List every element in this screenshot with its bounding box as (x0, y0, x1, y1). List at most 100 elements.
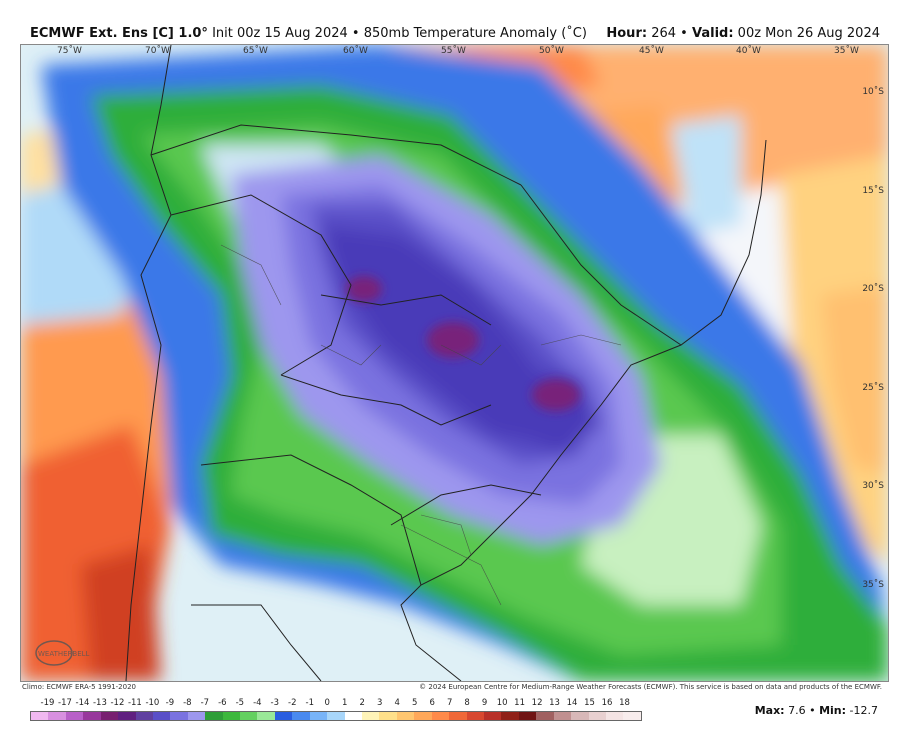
scale-tick-label: 12 (531, 698, 543, 708)
scale-tick-label: 8 (464, 698, 470, 708)
hour-value: 264 (651, 26, 677, 41)
scale-tick-label: 5 (411, 698, 418, 708)
scale-tick-label: 16 (601, 698, 613, 708)
header: ECMWF Ext. Ens [C] 1.0° Init 00z 15 Aug … (0, 0, 908, 44)
scale-tick-label: 7 (446, 698, 453, 708)
scale-tick-label: -3 (270, 698, 280, 708)
scale-swatch (536, 712, 554, 720)
scale-swatch (449, 712, 467, 720)
header-separator: • (351, 26, 360, 41)
max-min-stats: Max: 7.6 • Min: -12.7 (755, 704, 878, 717)
scale-tick-label: -10 (145, 698, 160, 708)
valid-separator: • (680, 26, 688, 41)
longitude-label: 40˚W (736, 46, 761, 56)
scale-swatch (152, 712, 171, 720)
scale-tick-label: -11 (127, 698, 142, 708)
latitude-label: 10˚S (862, 87, 884, 97)
scale-swatch (571, 712, 589, 720)
stats-separator: • (809, 704, 816, 717)
scale-swatch (222, 712, 241, 720)
scale-tick-label: -9 (165, 698, 175, 708)
scale-tick-label: -17 (58, 698, 72, 708)
longitude-label: 60˚W (343, 46, 368, 56)
logo-text: WEATHERBELL (38, 650, 90, 658)
scale-tick-label: 14 (566, 698, 578, 708)
scale-swatch (553, 712, 572, 720)
scale-swatch (327, 712, 345, 720)
scale-tick-label: -12 (110, 698, 125, 708)
scale-tick-label: -19 (40, 698, 55, 708)
scale-swatch (605, 712, 624, 720)
field-name: 850mb Temperature Anomaly (˚C) (363, 26, 587, 41)
scale-tick-label: 6 (429, 698, 435, 708)
max-label: Max: (754, 704, 785, 717)
climo-note: Climo: ECMWF ERA-5 1991-2020 (22, 683, 136, 691)
header-valid: Hour: 264 • Valid: 00z Mon 26 Aug 2024 (606, 26, 880, 41)
scale-swatch (31, 712, 49, 720)
map-canvas (21, 45, 888, 681)
longitude-label: 50˚W (539, 46, 564, 56)
scale-swatch (83, 712, 101, 720)
valid-label: Valid: (691, 26, 734, 41)
scale-swatch (187, 712, 206, 720)
scale-tick-label: 10 (496, 698, 508, 708)
scale-tick-label: -6 (218, 698, 227, 708)
scale-swatch (623, 712, 641, 720)
latitude-label: 15˚S (862, 186, 884, 196)
scale-tick-label: -8 (183, 698, 192, 708)
scale-tick-label: 2 (359, 698, 365, 708)
max-value: 7.6 (788, 704, 806, 717)
latitude-label: 25˚S (862, 383, 884, 393)
min-value: -12.7 (849, 704, 878, 717)
valid-value: 00z Mon 26 Aug 2024 (737, 26, 880, 41)
scale-tick-label: 9 (481, 698, 488, 708)
scale-tick-label: 18 (619, 698, 630, 708)
scale-tick-label: -14 (75, 698, 90, 708)
scale-swatch (205, 712, 223, 720)
longitude-label: 65˚W (243, 46, 268, 56)
header-title: ECMWF Ext. Ens [C] 1.0° Init 00z 15 Aug … (30, 26, 587, 41)
longitude-label: 45˚W (639, 46, 664, 56)
scale-tick-label: 15 (584, 698, 595, 708)
anomaly-map[interactable]: 75˚W 70˚W 65˚W 60˚W 55˚W 50˚W 45˚W 40˚W … (20, 44, 889, 682)
scale-swatch (292, 712, 310, 720)
color-scale: -19 -17 -14 -13 -12 -11 -10 -9 -8 -7 -6 -5 -4 -3 -2 -1 0… (30, 698, 642, 728)
scale-swatch (65, 712, 84, 720)
scale-swatch (100, 712, 119, 720)
scale-tick-label: 0 (324, 698, 330, 708)
scale-swatch (483, 712, 502, 720)
scale-labels: -19 -17 -14 -13 -12 -11 -10 -9 -8 -7 -6 -5 -4 -3 -2 -1 0… (30, 698, 642, 710)
hour-label: Hour: (606, 26, 648, 41)
latitude-label: 30˚S (862, 481, 884, 491)
scale-tick-label: -4 (253, 698, 262, 708)
scale-swatch (466, 712, 484, 720)
scale-tick-label: 1 (342, 698, 348, 708)
weatherbell-logo: WEATHERBELL (35, 640, 90, 666)
latitude-label: 35˚S (862, 580, 884, 590)
scale-swatch (240, 712, 258, 720)
scale-tick-label: 11 (514, 698, 526, 708)
init-time: Init 00z 15 Aug 2024 (212, 26, 348, 41)
scale-swatch (379, 712, 397, 720)
scale-swatch (396, 712, 415, 720)
scale-swatch (362, 712, 380, 720)
scale-swatch (118, 712, 136, 720)
scale-tick-label: 13 (549, 698, 560, 708)
copyright-note: © 2024 European Centre for Medium-Range … (419, 683, 882, 691)
scale-swatch (588, 712, 606, 720)
model-name: ECMWF Ext. Ens [C] 1.0° (30, 26, 208, 41)
longitude-label: 35˚W (834, 46, 859, 56)
longitude-label: 70˚W (145, 46, 170, 56)
scale-tick-label: 3 (376, 698, 383, 708)
scale-swatch (48, 712, 66, 720)
scale-swatch (518, 712, 537, 720)
scale-swatch (135, 712, 153, 720)
scale-tick-label: -5 (235, 698, 245, 708)
scale-swatch (501, 712, 519, 720)
scale-swatch (257, 712, 275, 720)
scale-tick-label: 4 (394, 698, 400, 708)
longitude-label: 75˚W (57, 46, 82, 56)
longitude-label: 55˚W (441, 46, 466, 56)
scale-tick-label: -2 (288, 698, 297, 708)
scale-swatch (414, 712, 432, 720)
